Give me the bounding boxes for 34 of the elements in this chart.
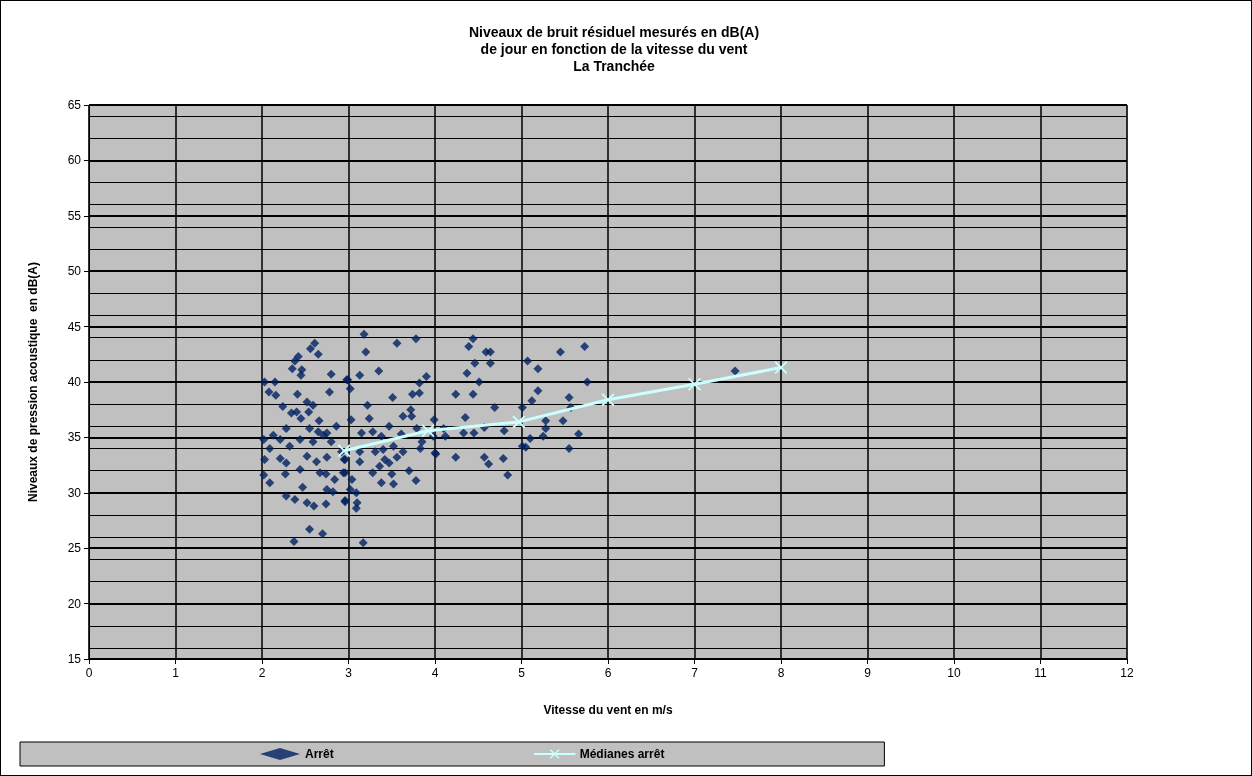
x-tick-label: 3 xyxy=(345,666,353,680)
legend-label: Médianes arrêt xyxy=(579,747,665,761)
x-tick-label: 5 xyxy=(518,666,526,680)
y-tick-label: 65 xyxy=(67,98,82,112)
point xyxy=(688,377,701,391)
x-tick-label: 0 xyxy=(85,666,93,680)
y-tick-label: 35 xyxy=(67,430,82,445)
y-tick-label: 40 xyxy=(67,375,82,389)
y-tick-label: 30 xyxy=(67,485,82,500)
x-tick-label: 4 xyxy=(431,666,439,680)
y-tick-label: 50 xyxy=(67,264,82,279)
point xyxy=(337,444,351,458)
x-tick-label: 9 xyxy=(864,666,872,680)
y-tick-label: 45 xyxy=(67,319,82,334)
x-tick-label: 6 xyxy=(604,666,612,680)
x-tick-label: 2 xyxy=(258,666,266,680)
point xyxy=(512,415,526,429)
x-tick-label: 11 xyxy=(1034,666,1048,680)
x-axis-title: Vitesse du vent en m/s xyxy=(543,703,673,717)
x-tick-label: 10 xyxy=(947,666,961,680)
y-tick-label: 55 xyxy=(67,208,82,223)
y-axis-title: Niveaux de pression acoustique en dB(A) xyxy=(26,261,40,503)
x-tick-label: 12 xyxy=(1120,666,1134,680)
point xyxy=(601,393,615,407)
x-tick-label: 7 xyxy=(691,666,699,680)
y-tick-label: 20 xyxy=(67,596,82,611)
x-tick-label: 8 xyxy=(777,666,785,680)
chart-title: Niveaux de bruit résiduel mesurés en dB(A) de jour en fonction de la vitesse du vent La Tranchée xyxy=(468,23,760,74)
y-tick-label: 60 xyxy=(67,153,82,168)
point xyxy=(421,424,435,438)
y-tick-label: 25 xyxy=(67,541,82,556)
legend-label: Arrêt xyxy=(305,747,334,761)
y-tick-label: 15 xyxy=(67,652,82,666)
x-tick-label: 1 xyxy=(172,666,180,680)
